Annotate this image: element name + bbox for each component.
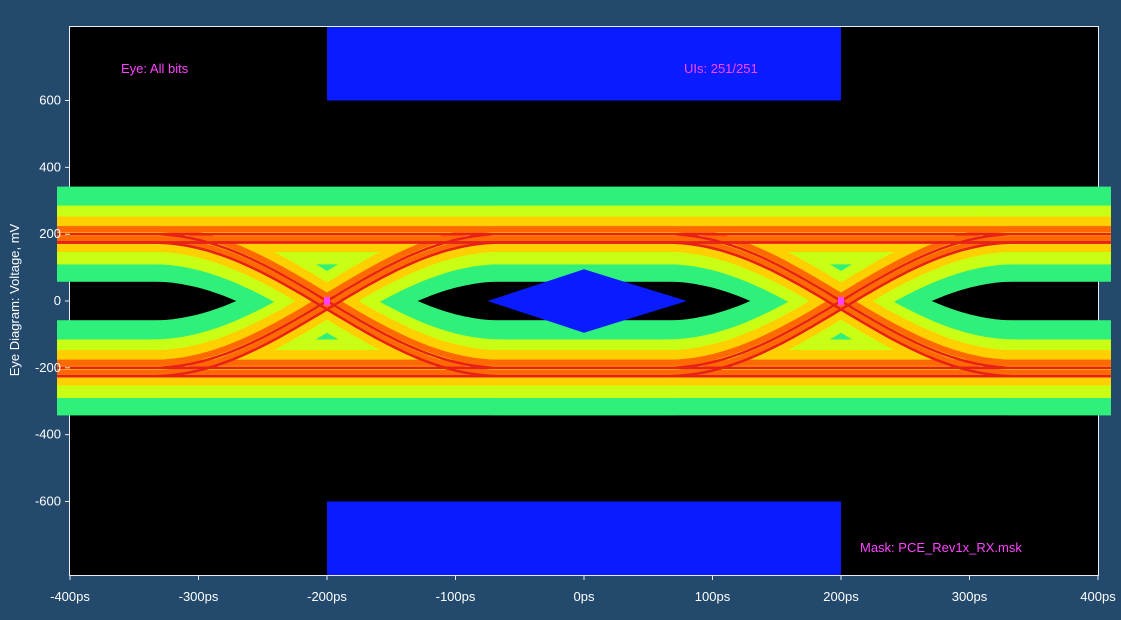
x-tick-label: -300ps [179, 589, 219, 604]
x-tick-label: -400ps [50, 589, 90, 604]
x-tick-label: -200ps [307, 589, 347, 604]
uis-label: UIs: 251/251 [684, 61, 758, 76]
eye-trace-rise [57, 232, 1111, 370]
crossing-markers [324, 297, 844, 305]
eye-trace-fall [57, 226, 1111, 366]
eye-trace-fall [57, 241, 1111, 378]
crossing-marker [838, 297, 844, 305]
y-tick-label: 0 [54, 293, 61, 308]
eye-traces [42, 186, 1121, 416]
x-tick-label: 200ps [823, 589, 859, 604]
x-tick-label: 400ps [1080, 589, 1116, 604]
y-tick-label: 200 [39, 226, 61, 241]
eye-trace-fall [48, 186, 1120, 349]
eye-trace-rise [57, 236, 1111, 376]
x-tick-label: -100ps [436, 589, 476, 604]
x-tick-label: 100ps [695, 589, 731, 604]
eye-trace-rise [56, 239, 1112, 386]
eye-bits-label: Eye: All bits [121, 61, 189, 76]
y-tick-label: 600 [39, 93, 61, 108]
y-tick-label: -400 [35, 427, 61, 442]
eye-trace-rise [57, 241, 1111, 378]
mask-regions [327, 27, 841, 575]
y-tick-label: 400 [39, 159, 61, 174]
mask-top-region [327, 27, 841, 101]
eye-trace-fall [57, 236, 1111, 376]
crossing-marker [324, 297, 330, 305]
x-tick-label: 300ps [952, 589, 988, 604]
eye-trace-rise [48, 253, 1120, 416]
mask-file-label: Mask: PCE_Rev1x_RX.msk [860, 540, 1022, 555]
mask-center-diamond [487, 269, 687, 333]
x-axis-ticks: -400ps -300ps -200ps -100ps 0ps 100ps 200ps 300… [50, 575, 1116, 604]
y-tick-label: -600 [35, 493, 61, 508]
eye-trace-fall [57, 232, 1111, 370]
eye-trace-fall [56, 216, 1112, 363]
y-axis-ticks: 600 400 200 0 -200 -400 -600 [35, 93, 70, 508]
eye-trace-rise [52, 244, 1116, 398]
y-tick-label: -200 [35, 360, 61, 375]
eye-trace-fall [52, 205, 1116, 360]
mask-bottom-region [327, 501, 841, 575]
x-tick-label: 0ps [574, 589, 595, 604]
y-axis-label: Eye Diagram: Voltage, mV [7, 223, 22, 376]
eye-trace-rise [57, 226, 1111, 366]
